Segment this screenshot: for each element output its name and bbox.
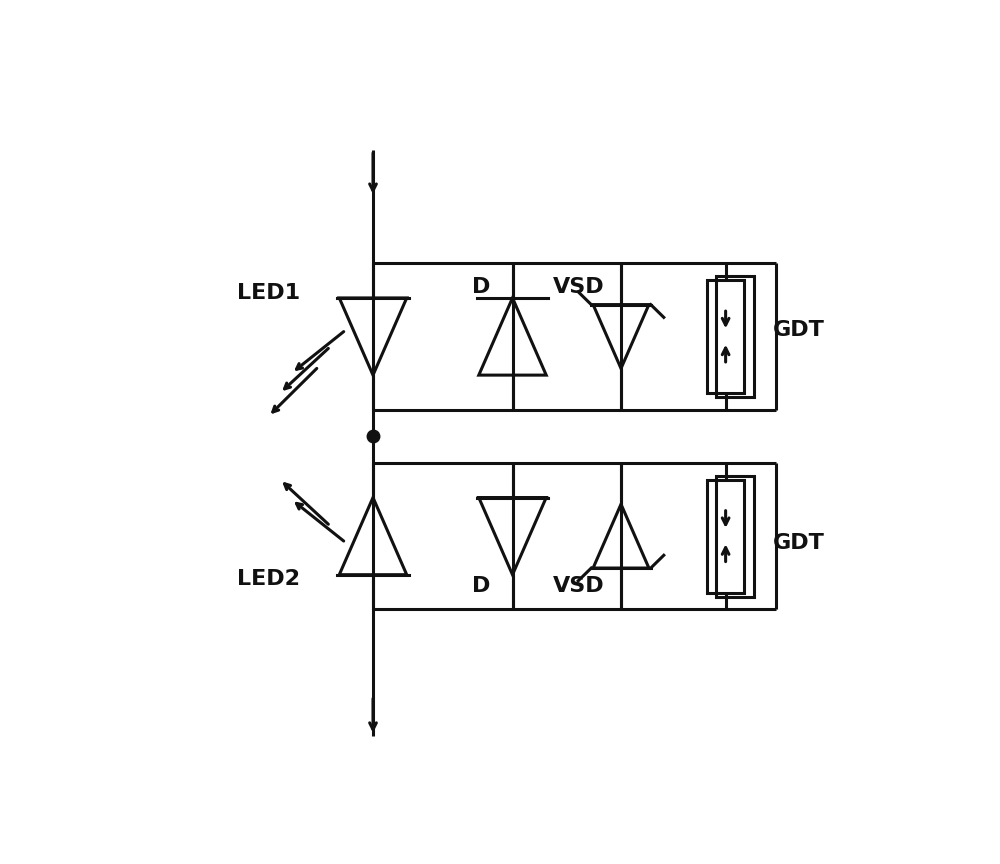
Text: GDT: GDT (773, 320, 825, 340)
Text: LED1: LED1 (237, 283, 300, 303)
Bar (707, 280, 744, 393)
Text: D: D (472, 576, 491, 596)
Text: D: D (472, 276, 491, 296)
Bar (707, 480, 744, 593)
Text: GDT: GDT (773, 533, 825, 553)
Bar (716, 276, 754, 397)
Text: VSD: VSD (553, 576, 604, 596)
Text: VSD: VSD (553, 276, 604, 296)
Bar (716, 475, 754, 597)
Text: LED2: LED2 (237, 569, 300, 589)
